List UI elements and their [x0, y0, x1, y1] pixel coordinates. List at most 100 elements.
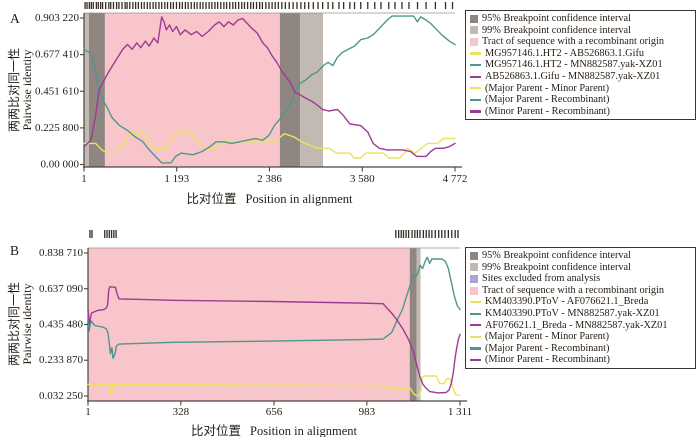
legend-line-icon	[470, 312, 481, 315]
panel-a-x-axis-title-zh: 比对位置	[186, 192, 237, 206]
y-tick-label: 0.903 220	[35, 12, 80, 24]
legend-item-label: Sites excluded from analysis	[482, 273, 601, 285]
tract-region	[88, 248, 410, 401]
legend-item: (Major Parent - Recombinant)	[470, 343, 692, 355]
panel-b-x-axis-title-zh: 比对位置	[191, 424, 242, 437]
legend-item-label: AF076621.1_Breda - MN882587.yak-XZ01	[485, 319, 668, 331]
legend-item-label: KM403390.PToV - AF076621.1_Breda	[485, 296, 649, 308]
panel-a-y-axis-title: 两两比对同一性 Pairwise identity	[7, 48, 34, 132]
legend-item-label: AB526863.1.Gifu - MN882587.yak-XZ01	[485, 70, 661, 82]
panel-a-y-axis-title-en: Pairwise identity	[20, 49, 34, 131]
legend-item: KM403390.PToV - MN882587.yak-XZ01	[470, 308, 692, 320]
series-minorparent-recombinant	[83, 16, 456, 158]
legend-item-label: 95% Breakpoint confidence interval	[482, 13, 631, 24]
legend-line-icon	[470, 64, 481, 67]
legend-item-label: (Major Parent - Minor Parent)	[485, 331, 610, 343]
x-tick-label: 328	[173, 406, 190, 418]
legend-swatch-icon	[470, 286, 478, 295]
y-tick-label: 0.225 800	[35, 122, 80, 134]
legend-swatch-icon	[470, 14, 478, 23]
ci99-region	[416, 248, 421, 401]
y-tick-label: 0.233 870	[39, 354, 84, 366]
legend-line-icon	[470, 87, 481, 90]
panel-a-letter: A	[10, 11, 20, 26]
panel-a-x-axis-title-en: Position in alignment	[245, 192, 353, 206]
panel-b-y-axis-title: 两两比对同一性 Pairwise identity	[7, 282, 34, 366]
y-tick-label: 0.00 000	[41, 159, 80, 171]
legend-item: KM403390.PToV - AF076621.1_Breda	[470, 296, 692, 308]
legend-item-label: Tract of sequence with a recombinant ori…	[482, 284, 665, 296]
x-tick-label: 3 580	[350, 173, 375, 185]
legend-item: AF076621.1_Breda - MN882587.yak-XZ01	[470, 320, 692, 332]
legend-item: 95% Breakpoint confidence interval	[470, 13, 692, 25]
y-tick-label: 0.677 410	[35, 49, 80, 61]
legend-item-label: 99% Breakpoint confidence interval	[482, 261, 631, 273]
legend-item-label: (Minor Parent - Recombinant)	[485, 354, 610, 366]
y-tick-label: 0.451 610	[35, 85, 80, 97]
x-tick-label: 983	[359, 406, 376, 418]
legend-item-label: (Major Parent - Recombinant)	[485, 94, 610, 106]
legend-swatch-icon	[470, 251, 478, 260]
legend-item: Sites excluded from analysis	[470, 273, 692, 285]
legend-line-icon	[470, 347, 481, 350]
legend-line-icon	[470, 359, 481, 362]
legend-line-icon	[470, 98, 481, 102]
legend-item: MG957146.1.HT2 - MN882587.yak-XZ01	[470, 59, 692, 71]
y-tick-label: 0.637 090	[39, 283, 84, 295]
legend-item: 99% Breakpoint confidence interval	[470, 262, 692, 274]
legend-item-label: (Major Parent - Recombinant)	[485, 342, 610, 354]
legend-item: AB526863.1.Gifu - MN882587.yak-XZ01	[470, 71, 692, 83]
series-majorparent-recombinant	[83, 15, 456, 164]
legend-item-label: MG957146.1.HT2 - MN882587.yak-XZ01	[485, 59, 663, 71]
legend-item: 95% Breakpoint confidence interval	[470, 250, 692, 262]
x-tick-label: 4 772	[443, 173, 468, 185]
panel-b-x-axis-title: 比对位置 Position in alignment	[88, 420, 460, 437]
panel-a-legend: 95% Breakpoint confidence interval 99% Br…	[465, 10, 696, 121]
series-majorparent-minorparent	[87, 375, 461, 397]
x-tick-label: 1 311	[448, 406, 472, 418]
legend-line-icon	[470, 75, 481, 78]
panel-b-legend: 95% Breakpoint confidence interval 99% Br…	[465, 247, 696, 369]
legend-swatch-icon	[470, 263, 478, 272]
legend-swatch-icon	[470, 37, 478, 46]
legend-line-icon	[470, 52, 481, 55]
y-tick-label: 0.032 250	[39, 390, 84, 402]
y-tick-label: 0.435 480	[39, 319, 84, 331]
legend-item-label: 95% Breakpoint confidence interval	[482, 250, 631, 261]
legend-item: MG957146.1.HT2 - AB526863.1.Gifu	[470, 48, 692, 60]
y-tick-label: 0.838 710	[39, 247, 84, 259]
legend-item: (Major Parent - Minor Parent)	[470, 331, 692, 343]
series-minorparent-recombinant	[87, 286, 461, 394]
series-majorparent-minorparent	[83, 129, 456, 159]
legend-swatch-icon	[470, 274, 478, 283]
x-tick-label: 2 386	[257, 173, 282, 185]
legend-item-label: MG957146.1.HT2 - AB526863.1.Gifu	[485, 47, 645, 59]
legend-item: Tract of sequence with a recombinant ori…	[470, 285, 692, 297]
legend-line-icon	[470, 110, 481, 113]
legend-item: 99% Breakpoint confidence interval	[470, 25, 692, 37]
ci99-region	[300, 13, 324, 167]
legend-item-label: (Major Parent - Minor Parent)	[485, 82, 610, 94]
panel-b-letter: B	[10, 243, 20, 258]
panel-b-y-axis-title-en: Pairwise identity	[20, 283, 34, 365]
legend-line-icon	[470, 301, 481, 304]
legend-line-icon	[470, 324, 481, 327]
ci99-region	[84, 13, 89, 167]
ci95-region	[409, 248, 417, 401]
legend-item-label: Tract of sequence with a recombinant ori…	[482, 36, 665, 48]
x-tick-label: 1 193	[164, 173, 189, 185]
legend-item: Tract of sequence with a recombinant ori…	[470, 36, 692, 48]
legend-item-label: KM403390.PToV - MN882587.yak-XZ01	[485, 307, 660, 319]
x-tick-label: 1	[85, 406, 91, 418]
legend-item-label: 99% Breakpoint confidence interval	[482, 24, 631, 36]
panel-b-x-axis-title-en: Position in alignment	[250, 424, 357, 437]
legend-item: (Minor Parent - Recombinant)	[470, 106, 692, 118]
legend-item: (Minor Parent - Recombinant)	[470, 354, 692, 366]
panel-a-x-axis-title: 比对位置 Position in alignment	[84, 188, 455, 207]
x-tick-label: 1	[81, 173, 87, 185]
ci95-region	[279, 13, 301, 167]
legend-swatch-icon	[470, 26, 478, 35]
legend-item: (Major Parent - Recombinant)	[470, 94, 692, 106]
